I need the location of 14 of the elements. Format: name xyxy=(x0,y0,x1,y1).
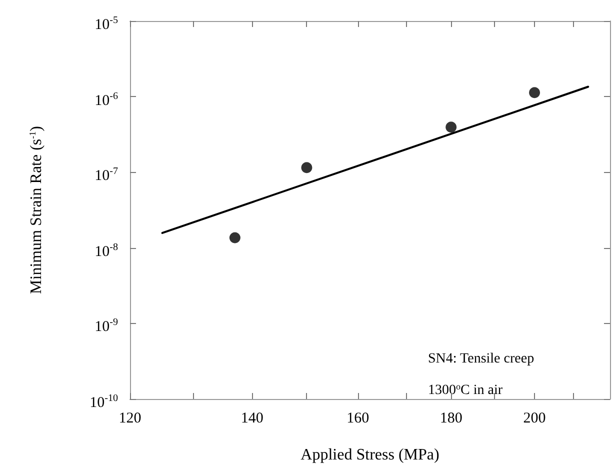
y-axis-title: Minimum Strain Rate (s-1) xyxy=(28,126,45,294)
y-tick-label: 10$^{-5}$ xyxy=(94,14,118,35)
x-tick-label: 200 xyxy=(523,410,546,426)
x-axis-title: Applied Stress (MPa) xyxy=(300,446,440,464)
y-tick-label: 10$^{-7}$ xyxy=(94,165,118,186)
x-tick-label: 180 xyxy=(440,410,462,426)
y-tick-label: 10$^{-10}$ xyxy=(90,392,118,413)
annotation: SN4: Tensile creep xyxy=(428,352,534,366)
y-tick-label: 10$^{-6}$ xyxy=(94,90,118,111)
y-tick-label: 10$^{-8}$ xyxy=(94,240,118,262)
x-tick-label: 160 xyxy=(346,410,370,426)
y-tick-label: 10$^{-9}$ xyxy=(94,316,118,338)
x-tick-label: 120 xyxy=(118,410,142,426)
x-tick-label: 140 xyxy=(240,410,264,426)
